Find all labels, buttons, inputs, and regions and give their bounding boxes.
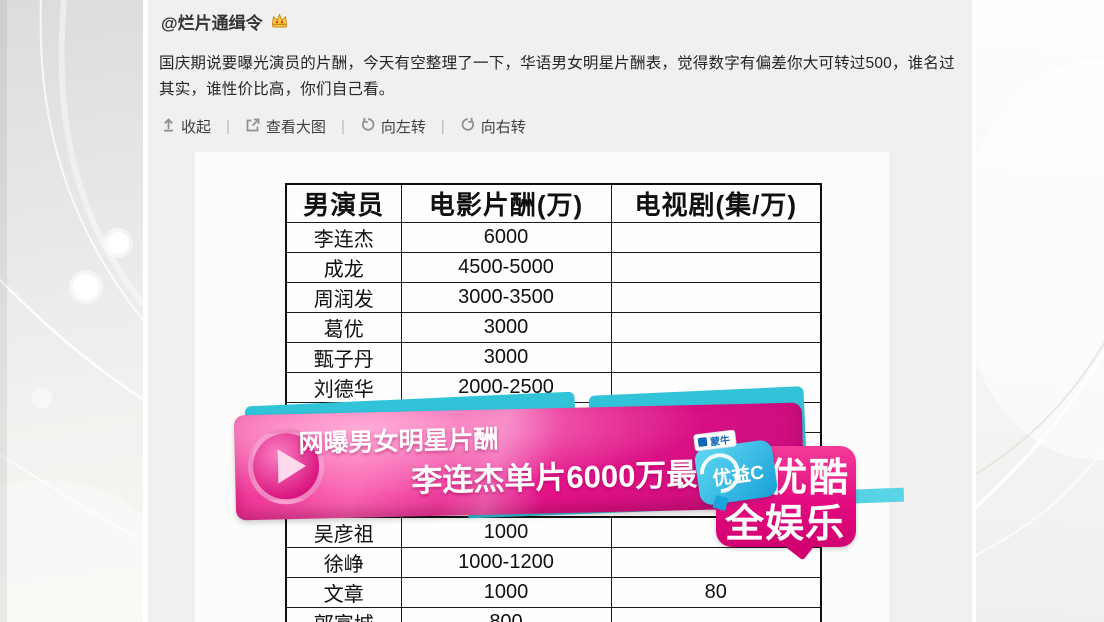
action-label: 收起 bbox=[181, 119, 212, 136]
film-pay-cell: 3000 bbox=[400, 342, 612, 373]
salary-table-top: 男演员 电影片酬(万) 电视剧(集/万) 李连杰 6000 成龙 4500-50… bbox=[285, 183, 822, 460]
table-row: 甄子丹 3000 bbox=[285, 342, 822, 373]
external-link-icon bbox=[245, 117, 261, 137]
actor-name-cell: 文章 bbox=[285, 577, 402, 608]
table-row: 周润发 3000-3500 bbox=[285, 282, 822, 313]
tv-pay-cell: 80 bbox=[610, 577, 822, 608]
action-rotate-right[interactable]: 向右转 bbox=[460, 116, 526, 137]
table-header-cell: 电影片酬(万) bbox=[400, 183, 612, 223]
sponsor-text: 优益C bbox=[711, 462, 766, 491]
action-rotate-left[interactable]: 向左转 bbox=[360, 116, 426, 137]
tv-pay-cell bbox=[610, 282, 822, 313]
actor-name-cell: 郭富城 bbox=[285, 607, 402, 622]
collapse-up-icon bbox=[161, 117, 176, 136]
right-decor-strip bbox=[976, 0, 1104, 622]
frame-edge bbox=[0, 0, 7, 622]
right-swoosh-graphic bbox=[976, 60, 1104, 557]
rotate-right-icon bbox=[460, 117, 476, 137]
action-label: 向左转 bbox=[380, 119, 426, 136]
action-separator: | bbox=[340, 118, 345, 135]
tv-pay-cell bbox=[610, 547, 822, 578]
tv-pay-cell bbox=[610, 312, 822, 343]
table-header-cell: 电视剧(集/万) bbox=[610, 183, 822, 223]
film-pay-cell: 6000 bbox=[400, 222, 612, 253]
tv-pay-cell bbox=[610, 607, 822, 622]
table-row: 李连杰 6000 bbox=[285, 222, 822, 253]
actor-name-cell: 吴彦祖 bbox=[285, 516, 402, 548]
actor-name-cell: 周润发 bbox=[285, 282, 402, 313]
tv-pay-cell bbox=[610, 252, 822, 283]
actor-name-cell: 成龙 bbox=[285, 252, 402, 283]
film-pay-cell: 4500-5000 bbox=[400, 252, 612, 283]
table-row: 成龙 4500-5000 bbox=[285, 252, 822, 283]
action-separator: | bbox=[440, 118, 445, 135]
film-pay-cell: 1000 bbox=[400, 577, 612, 608]
username-link[interactable]: @烂片通缉令 bbox=[161, 14, 263, 33]
actor-name-cell: 刘德华 bbox=[285, 372, 402, 403]
channel-text: 全娱乐 bbox=[725, 503, 846, 546]
left-decor-strip bbox=[0, 0, 143, 622]
film-pay-cell: 1000 bbox=[400, 516, 612, 548]
table-row: 徐峥 1000-1200 bbox=[285, 547, 822, 578]
vip-crown-icon bbox=[270, 11, 289, 33]
film-pay-cell: 3000-3500 bbox=[400, 282, 612, 313]
action-separator: | bbox=[226, 118, 230, 135]
film-pay-cell: 800 bbox=[400, 607, 612, 622]
action-label: 查看大图 bbox=[265, 119, 326, 136]
post-text: 国庆期说要曝光演员的片酬，今天有空整理了一下，华语男女明星片酬表，觉得数字有偏差… bbox=[159, 55, 955, 98]
action-view-large[interactable]: 查看大图 bbox=[245, 116, 326, 137]
youku-text: 优酷 bbox=[767, 457, 850, 500]
actor-name-cell: 徐峥 bbox=[285, 547, 402, 578]
actor-name-cell: 甄子丹 bbox=[285, 342, 402, 373]
table-row: 葛优 3000 bbox=[285, 312, 822, 343]
actor-name-cell: 李连杰 bbox=[285, 222, 402, 253]
left-swoosh-graphic bbox=[0, 0, 143, 622]
banner-subheadline: 李连杰单片6000万最贵 bbox=[411, 456, 729, 499]
post-action-bar: 收起 | 查看大图 | bbox=[161, 116, 526, 137]
sponsor-brand-text: 蒙牛 bbox=[709, 435, 731, 449]
action-collapse[interactable]: 收起 bbox=[161, 116, 211, 137]
right-divider-line bbox=[972, 0, 976, 622]
table-header-row: 男演员 电影片酬(万) 电视剧(集/万) bbox=[285, 183, 822, 223]
table-row: 文章 1000 80 bbox=[285, 577, 822, 608]
actor-name-cell: 葛优 bbox=[285, 312, 402, 343]
table-row: 郭富城 800 bbox=[285, 607, 822, 622]
action-label: 向右转 bbox=[480, 119, 526, 136]
tv-pay-cell bbox=[610, 342, 822, 373]
table-header-cell: 男演员 bbox=[285, 183, 402, 223]
left-divider-line bbox=[143, 0, 148, 622]
tv-pay-cell bbox=[610, 222, 822, 253]
post-header: @烂片通缉令 bbox=[161, 9, 289, 34]
film-pay-cell: 3000 bbox=[400, 312, 612, 343]
film-pay-cell: 1000-1200 bbox=[400, 547, 612, 578]
sponsor-brand-icon bbox=[697, 437, 708, 448]
rotate-left-icon bbox=[360, 117, 376, 137]
